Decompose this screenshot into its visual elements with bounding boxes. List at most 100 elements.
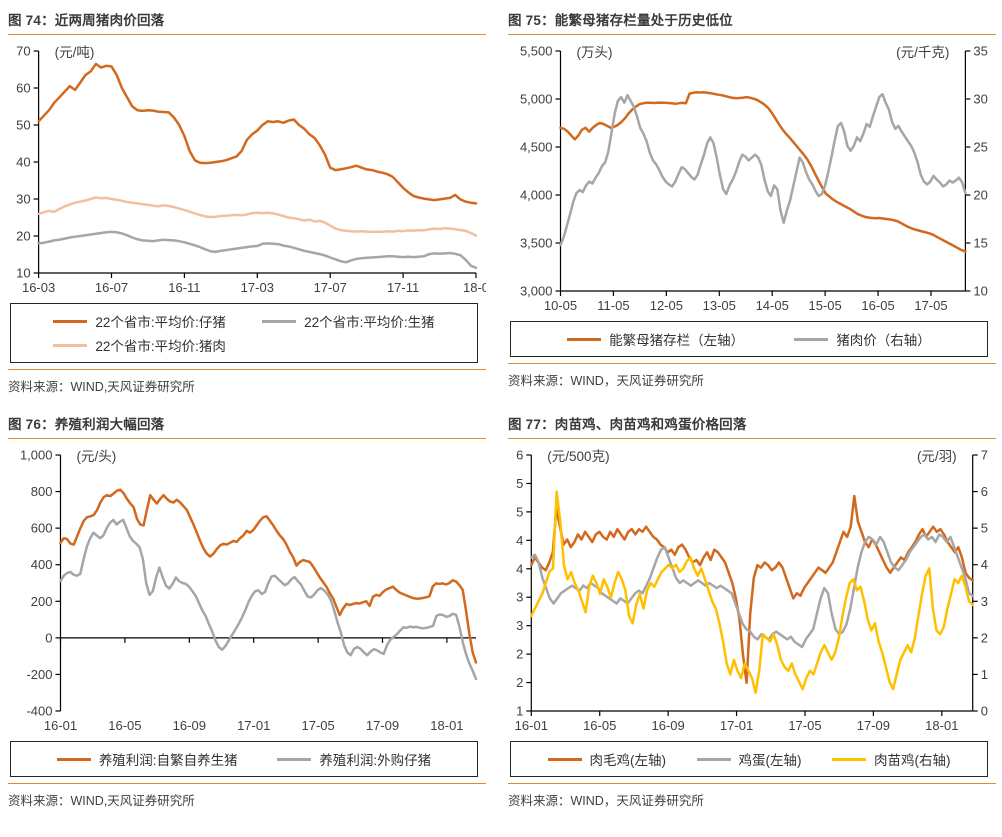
legend-line-swatch-icon	[794, 337, 829, 341]
svg-text:(元/羽): (元/羽)	[917, 449, 957, 464]
legend-line-swatch-icon	[53, 319, 88, 323]
svg-text:17-09: 17-09	[857, 718, 890, 733]
legend-label: 22个省市:平均价:猪肉	[95, 339, 226, 354]
chart-75-source: 资料来源：WIND，天风证券研究所	[508, 374, 704, 388]
svg-text:4: 4	[516, 533, 523, 548]
svg-text:14-05: 14-05	[756, 298, 789, 313]
svg-text:4: 4	[516, 561, 523, 576]
svg-text:5: 5	[516, 476, 523, 491]
legend-label: 能繁母猪存栏（左轴）	[609, 333, 745, 348]
svg-text:16-09: 16-09	[173, 718, 206, 733]
svg-text:-400: -400	[26, 704, 52, 719]
svg-text:5: 5	[516, 504, 523, 519]
svg-text:3,000: 3,000	[520, 284, 553, 299]
svg-text:2: 2	[516, 675, 523, 690]
legend-item: 鸡蛋(左轴)	[696, 749, 802, 769]
legend-label: 肉毛鸡(左轴)	[589, 753, 667, 768]
chart-panel-76: 图 76：养殖利润大幅回落 1,000 800 600 400 200 0 -200 -400…	[0, 403, 492, 817]
svg-text:7: 7	[981, 448, 988, 463]
legend-label: 22个省市:平均价:生猪	[304, 315, 435, 330]
svg-text:70: 70	[16, 44, 30, 59]
legend-line-swatch-icon	[547, 757, 582, 761]
svg-text:30: 30	[973, 92, 987, 107]
svg-text:1: 1	[981, 667, 988, 682]
svg-text:16-05: 16-05	[583, 718, 616, 733]
svg-text:400: 400	[31, 557, 53, 572]
legend-item: 肉苗鸡(右轴)	[832, 749, 951, 769]
svg-text:13-05: 13-05	[703, 298, 736, 313]
svg-text:1,000: 1,000	[20, 448, 53, 463]
svg-text:16-03: 16-03	[22, 280, 55, 295]
chart-74-legend: 22个省市:平均价:仔猪 22个省市:平均价:生猪 22个省市:平均价:猪肉	[10, 303, 478, 363]
svg-text:0: 0	[45, 630, 52, 645]
svg-text:-200: -200	[26, 667, 52, 682]
legend-label: 肉苗鸡(右轴)	[874, 753, 951, 768]
legend-item: 22个省市:平均价:仔猪	[53, 311, 226, 331]
chart-panel-74: 图 74：近两周猪肉价回落 70 60 50 40 30 20 10 16-03 16-07 16…	[0, 4, 492, 403]
svg-text:18-01: 18-01	[430, 718, 463, 733]
chart-75-title: 图 75：能繁母猪存栏量处于历史低位	[508, 13, 733, 28]
svg-text:600: 600	[31, 521, 53, 536]
svg-text:(元/吨): (元/吨)	[55, 45, 95, 60]
svg-text:200: 200	[31, 594, 53, 609]
chart-75-plot: 5,500 5,000 4,500 4,000 3,500 3,000 35 30 25 20 15…	[520, 44, 988, 314]
svg-text:2: 2	[516, 647, 523, 662]
svg-text:40: 40	[16, 155, 30, 170]
svg-text:3: 3	[516, 618, 523, 633]
svg-text:0: 0	[981, 704, 988, 719]
svg-text:4,500: 4,500	[520, 140, 553, 155]
svg-text:17-05: 17-05	[301, 718, 334, 733]
legend-item: 22个省市:平均价:生猪	[262, 311, 435, 331]
chart-77-title: 图 77：肉苗鸡、肉苗鸡和鸡蛋价格回落	[508, 417, 747, 432]
svg-text:4,000: 4,000	[520, 188, 553, 203]
svg-text:11-05: 11-05	[597, 298, 629, 313]
svg-text:15-05: 15-05	[809, 298, 842, 313]
legend-label: 养殖利润:自繁自养生猪	[98, 753, 238, 768]
svg-text:17-07: 17-07	[314, 280, 347, 295]
legend-line-swatch-icon	[277, 757, 312, 761]
legend-item: 养殖利润:外购仔猪	[277, 749, 431, 769]
svg-text:16-11: 16-11	[168, 280, 200, 295]
svg-text:17-05: 17-05	[914, 298, 947, 313]
svg-text:17-01: 17-01	[720, 718, 753, 733]
svg-text:10: 10	[973, 284, 987, 299]
svg-text:800: 800	[31, 484, 53, 499]
bottom-divider	[508, 363, 996, 364]
svg-text:16-05: 16-05	[108, 718, 141, 733]
svg-text:(元/千克): (元/千克)	[896, 45, 949, 60]
svg-text:3: 3	[516, 590, 523, 605]
svg-text:18-0: 18-0	[463, 280, 486, 295]
chart-75-legend: 能繁母猪存栏（左轴） 猪肉价（右轴）	[510, 321, 988, 357]
report-chart-grid: 图 74：近两周猪肉价回落 70 60 50 40 30 20 10 16-03 16-07 16…	[0, 4, 1002, 817]
chart-77-plot: 6 5 5 4 4 3 3 2 2 1 7 6 5 4 3 2 1 0 16-01 16-05 16-09 17-01 17…	[515, 448, 988, 734]
svg-text:12-05: 12-05	[650, 298, 683, 313]
chart-76-title: 图 76：养殖利润大幅回落	[8, 417, 165, 432]
svg-text:15: 15	[973, 236, 987, 251]
svg-text:25: 25	[973, 140, 987, 155]
legend-label: 鸡蛋(左轴)	[738, 753, 802, 768]
legend-item: 能繁母猪存栏（左轴）	[567, 329, 744, 349]
svg-text:3: 3	[981, 594, 988, 609]
legend-label: 22个省市:平均价:仔猪	[95, 315, 226, 330]
legend-item: 养殖利润:自繁自养生猪	[56, 749, 238, 769]
svg-text:6: 6	[981, 484, 988, 499]
svg-text:2: 2	[981, 630, 988, 645]
chart-74-source: 资料来源：WIND,天风证券研究所	[8, 380, 195, 394]
svg-text:10-05: 10-05	[544, 298, 577, 313]
legend-line-swatch-icon	[262, 319, 297, 323]
legend-label: 养殖利润:外购仔猪	[319, 753, 432, 768]
title-divider	[508, 34, 996, 35]
legend-label: 猪肉价（右轴）	[836, 333, 931, 348]
chart-76-legend: 养殖利润:自繁自养生猪 养殖利润:外购仔猪	[10, 741, 478, 777]
chart-77-source: 资料来源：WIND，天风证券研究所	[508, 794, 704, 808]
svg-text:(元/头): (元/头)	[77, 449, 117, 464]
chart-panel-75: 图 75：能繁母猪存栏量处于历史低位 5,500 5,000 4,500 4,000 3…	[500, 4, 1002, 403]
svg-text:16-01: 16-01	[44, 718, 77, 733]
svg-text:17-01: 17-01	[237, 718, 270, 733]
svg-text:17-11: 17-11	[387, 280, 419, 295]
svg-text:10: 10	[16, 266, 30, 281]
svg-text:16-05: 16-05	[861, 298, 894, 313]
bottom-divider	[8, 369, 486, 370]
svg-text:5,500: 5,500	[520, 44, 553, 59]
